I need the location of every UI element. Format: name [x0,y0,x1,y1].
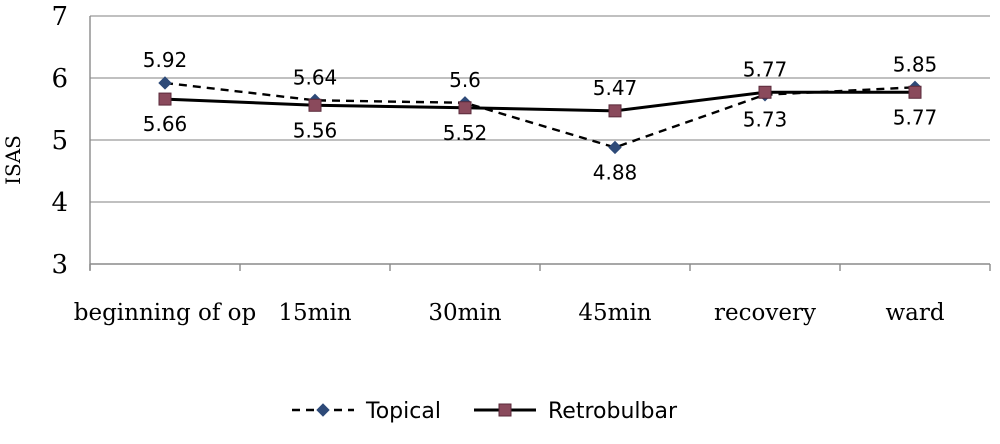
data-label: 4.88 [593,160,638,184]
topical-marker [608,140,622,155]
retrobulbar-marker [458,101,472,115]
retrobulbar-marker [308,98,322,112]
topical-marker [158,76,172,90]
data-label: 5.47 [593,76,638,100]
data-label: 5.92 [143,48,188,72]
data-labels: 5.92 5.64 5.6 4.88 5.73 5.85 5.66 5.56 5.52 5.47 5… [143,48,938,184]
x-tick-label: 45min [578,300,651,326]
retrobulbar-series-line [164,90,915,113]
retrobulbar-marker [608,104,622,118]
data-label: 5.73 [743,108,788,132]
x-tick-label: beginning of op [74,300,256,326]
topical-series-line [164,81,916,149]
data-label: 5.6 [449,68,481,92]
retrobulbar-marker [908,85,922,99]
gridlines [90,15,990,203]
legend-item-retrobulbar: Retrobulbar [474,399,678,424]
y-axis-label: ISAS [1,135,25,185]
legend-item-topical: Topical [292,399,441,424]
legend-label: Topical [365,399,441,424]
data-label: 5.77 [743,57,788,81]
topical-marker-legend [316,403,330,417]
data-label: 5.66 [143,112,188,136]
x-tick-label: ward [885,300,944,326]
data-label: 5.77 [893,105,938,129]
legend-label: Retrobulbar [548,399,678,424]
y-tick-label: 5 [51,126,68,156]
y-tick-label: 4 [51,188,68,218]
y-tick-label: 3 [51,250,68,280]
data-label: 5.64 [293,65,338,89]
x-tick-label: recovery [714,300,816,326]
retrobulbar-marker [758,85,772,99]
legend: Topical Retrobulbar [292,399,678,424]
x-tick-label: 15min [278,300,351,326]
series-layer [158,76,922,155]
retrobulbar-marker-legend [498,403,512,417]
data-label: 5.85 [893,52,938,76]
y-tick-label: 7 [51,2,68,32]
retrobulbar-marker [158,92,172,106]
x-tick-label: 30min [428,300,501,326]
data-label: 5.52 [443,121,488,145]
data-label: 5.56 [293,118,338,142]
y-tick-label: 6 [51,64,68,94]
axes: 3 4 5 6 7 beginning of op 15min 30min 45min recov… [51,2,991,326]
